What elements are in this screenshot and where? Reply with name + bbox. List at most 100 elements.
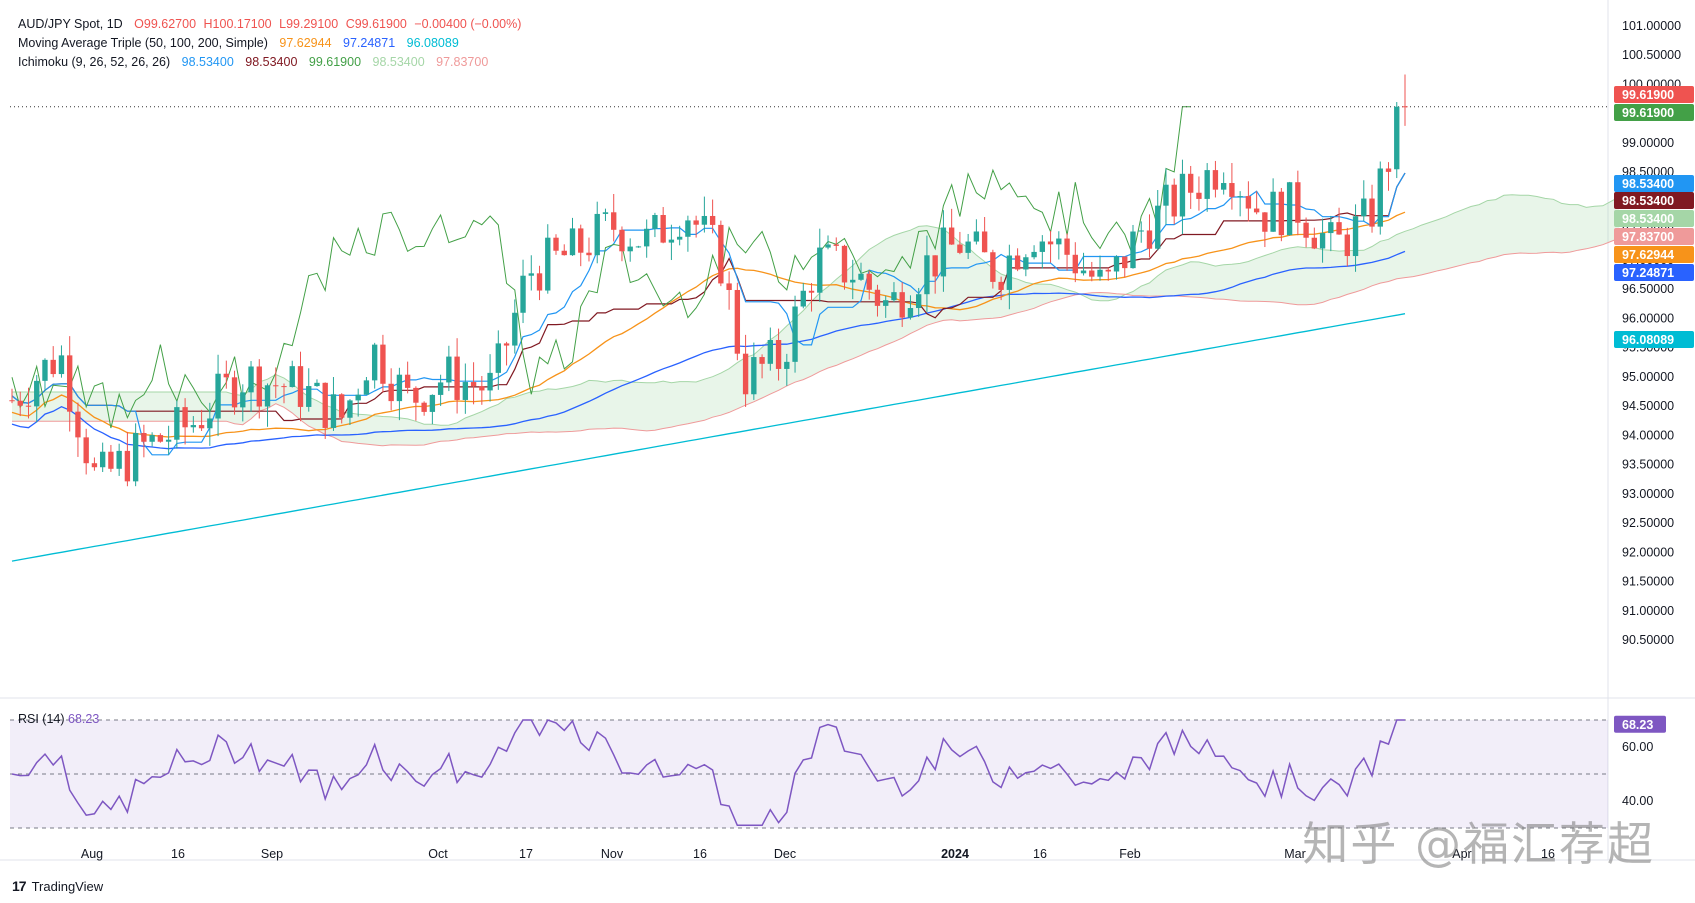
y-tick-label: 96.00000 — [1622, 311, 1674, 325]
candle-body — [1056, 238, 1062, 245]
y-tick-label: 93.00000 — [1622, 487, 1674, 501]
price-label-text: 97.62944 — [1622, 248, 1674, 262]
price-label-box — [1614, 104, 1694, 121]
candle-body — [99, 451, 106, 468]
candle-body — [932, 255, 938, 277]
candle-body — [833, 244, 839, 246]
watermark: 知乎 @福汇荐超 — [1302, 817, 1655, 871]
candle-body — [1229, 183, 1235, 197]
candle-body — [1196, 192, 1202, 199]
candle-body — [67, 355, 73, 412]
candle-body — [800, 290, 806, 307]
candle-body — [1006, 255, 1013, 290]
candle-body — [363, 380, 370, 395]
candle-body — [924, 255, 930, 295]
x-tick-label: Nov — [601, 847, 624, 861]
candle-body — [1146, 230, 1153, 249]
candle-body — [594, 213, 600, 256]
candle-body — [1089, 270, 1095, 277]
ohlc-close: C99.61900 — [345, 17, 407, 31]
price-label-box — [1614, 86, 1694, 103]
y-tick-label: 92.00000 — [1622, 545, 1674, 559]
candle-body — [437, 382, 444, 395]
grid — [0, 0, 1695, 861]
candle-body — [198, 425, 205, 429]
x-tick-label: 16 — [1033, 847, 1047, 861]
candle-body — [916, 294, 922, 309]
candle-body — [388, 383, 394, 402]
y-tick-label: 100.50000 — [1622, 48, 1681, 62]
x-tick-label: 2024 — [941, 847, 969, 861]
candle-body — [495, 343, 501, 373]
tradingview-logo[interactable]: 17 TradingView — [12, 878, 103, 894]
candle-body — [470, 382, 477, 387]
candle-body — [1220, 183, 1227, 190]
candle-body — [726, 283, 732, 290]
candle-body — [1336, 222, 1342, 235]
price-label-text: 99.61900 — [1622, 88, 1674, 102]
candle-body — [1212, 170, 1219, 190]
candle-body — [1113, 256, 1120, 272]
ma200-value: 96.08089 — [406, 36, 459, 50]
candle-body — [132, 432, 139, 482]
x-tick-label: 16 — [171, 847, 185, 861]
candle-body — [990, 252, 996, 282]
candle-body — [281, 386, 287, 388]
symbol-legend: AUD/JPY Spot, 1D O99.62700 H100.17100 L9… — [18, 17, 529, 31]
candle-body — [734, 289, 741, 354]
candle-body — [1377, 168, 1383, 227]
x-tick-label: Feb — [1119, 847, 1141, 861]
candle-body — [553, 237, 559, 251]
candle-body — [520, 275, 526, 313]
candle-body — [479, 386, 485, 391]
candle-body — [1031, 251, 1037, 258]
candle-body — [1179, 173, 1186, 217]
ma100-line — [11, 250, 1406, 450]
candle-body — [841, 245, 848, 283]
candle-body — [83, 437, 89, 464]
candle-body — [676, 236, 683, 240]
candle-body — [709, 215, 716, 225]
candle-body — [940, 227, 947, 277]
y-tick-label: 94.50000 — [1622, 399, 1674, 413]
candle-body — [561, 250, 567, 256]
candle-body — [149, 435, 155, 442]
candle-body — [825, 244, 831, 248]
candle-body — [586, 252, 592, 256]
rsi-pane: 60.00 40.00 68.23 — [10, 715, 1666, 829]
rsi-value: 68.23 — [68, 712, 100, 726]
candle-body — [462, 382, 469, 400]
candle-body — [256, 366, 262, 407]
candle-body — [75, 411, 81, 438]
cloud-fill — [12, 194, 1620, 446]
y-tick-label: 94.00000 — [1622, 428, 1674, 442]
candle-body — [957, 244, 963, 253]
candle-body — [973, 231, 980, 242]
candle-body — [42, 359, 48, 381]
candle-body — [17, 400, 23, 406]
x-tick-label: Mar — [1284, 847, 1306, 861]
candle-body — [503, 343, 510, 346]
candle-body — [668, 239, 675, 243]
x-tick-label: Dec — [774, 847, 796, 861]
candle-body — [693, 220, 699, 225]
candle-body — [339, 394, 345, 418]
price-label-box — [1614, 331, 1694, 348]
candle-body — [874, 289, 881, 306]
candle-body — [1295, 182, 1301, 223]
candle-body — [718, 224, 724, 284]
candle-body — [347, 400, 353, 418]
candle-body — [182, 407, 188, 428]
y-tick-label: 99.00000 — [1622, 136, 1674, 150]
candle-body — [578, 228, 584, 253]
candle-body — [891, 292, 897, 301]
symbol-title: AUD/JPY Spot, 1D — [18, 17, 123, 31]
candle-body — [611, 212, 617, 230]
candle-body — [742, 353, 749, 395]
candle-body — [454, 356, 460, 400]
kijun-value: 98.53400 — [245, 55, 298, 69]
price-label-text: 96.08089 — [1622, 333, 1674, 347]
chikou-line — [11, 106, 1191, 429]
candle-body — [1080, 270, 1087, 274]
